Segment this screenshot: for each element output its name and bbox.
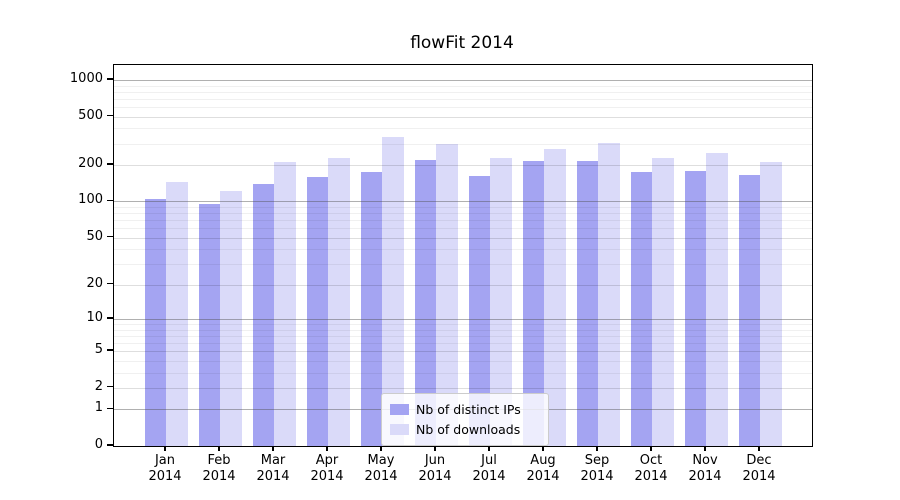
x-tick-year-jul: 2014: [472, 469, 506, 484]
y-tick-mark: [107, 114, 113, 117]
x-tick-mark: [596, 446, 598, 451]
x-tick-mark: [380, 446, 382, 451]
y-tick-label-1000: 1000: [69, 70, 103, 86]
x-tick-mark: [218, 446, 220, 451]
y-tick-label-50: 50: [86, 228, 103, 244]
bar-ips-dec: [738, 174, 760, 446]
x-tick-label-oct: Oct: [639, 453, 663, 468]
x-tick-mark: [758, 446, 760, 451]
x-tick-mark: [488, 446, 490, 451]
bar-downloads-may: [382, 137, 404, 446]
bar-downloads-jul: [490, 158, 512, 446]
legend-swatch-downloads: [390, 423, 409, 435]
bar-downloads-jan: [166, 181, 188, 446]
legend-label-downloads: Nb of downloads: [416, 421, 521, 437]
x-tick-label-mar: Mar: [260, 453, 286, 468]
x-tick-year-feb: 2014: [202, 469, 236, 484]
y-tick-label-100: 100: [78, 192, 103, 208]
x-tick-label-jan: Jan: [154, 453, 176, 468]
legend-label-distinct-ips: Nb of distinct IPs: [416, 401, 521, 417]
y-tick-label-200: 200: [78, 156, 103, 171]
x-tick-mark: [272, 446, 274, 451]
x-tick-year-aug: 2014: [526, 469, 560, 484]
x-tick-year-dec: 2014: [742, 469, 776, 484]
legend: Nb of distinct IPs Nb of downloads: [381, 393, 549, 446]
y-tick-mark: [107, 444, 113, 446]
bar-ips-apr: [306, 177, 328, 446]
bar-ips-mar: [252, 183, 274, 446]
bar-ips-oct: [630, 171, 652, 446]
bar-downloads-jun: [436, 143, 458, 446]
x-tick-mark: [326, 446, 328, 451]
bar-ips-jun: [414, 159, 436, 446]
bars-layer: [114, 65, 812, 446]
y-tick-mark: [107, 236, 113, 238]
x-tick-label-feb: Feb: [207, 453, 231, 468]
plot-area: Nb of distinct IPs Nb of downloads: [113, 64, 813, 447]
x-tick-year-jun: 2014: [418, 469, 452, 484]
chart-title: flowFit 2014: [410, 33, 514, 53]
x-tick-mark: [542, 446, 544, 451]
bar-ips-feb: [198, 204, 220, 446]
bar-downloads-dec: [760, 161, 782, 446]
x-tick-label-jul: Jul: [481, 453, 497, 468]
bar-ips-aug: [522, 160, 544, 446]
x-tick-label-aug: Aug: [530, 453, 556, 468]
legend-swatch-distinct-ips: [390, 403, 409, 415]
y-tick-label-5: 5: [94, 342, 103, 358]
x-tick-mark: [434, 446, 436, 451]
y-tick-mark: [107, 283, 113, 285]
x-tick-label-sep: Sep: [584, 453, 610, 468]
x-tick-mark: [164, 446, 166, 451]
bar-downloads-oct: [652, 158, 674, 446]
x-tick-mark: [704, 446, 706, 451]
y-tick-mark: [107, 407, 113, 409]
legend-row-distinct-ips: Nb of distinct IPs: [390, 399, 540, 419]
x-tick-mark: [650, 446, 652, 451]
x-tick-year-nov: 2014: [688, 469, 722, 484]
y-tick-mark: [107, 317, 113, 319]
bar-downloads-apr: [328, 158, 350, 446]
y-tick-label-10: 10: [86, 309, 103, 325]
x-tick-label-dec: Dec: [746, 453, 772, 468]
legend-row-downloads: Nb of downloads: [390, 419, 540, 439]
x-tick-year-oct: 2014: [634, 469, 668, 484]
y-tick-label-20: 20: [86, 275, 103, 291]
x-tick-label-apr: Apr: [315, 453, 339, 468]
x-tick-year-apr: 2014: [310, 469, 344, 484]
bar-ips-jan: [144, 199, 166, 446]
y-tick-mark: [107, 78, 113, 80]
bar-downloads-mar: [274, 161, 296, 446]
x-tick-year-jan: 2014: [148, 469, 182, 484]
x-tick-year-sep: 2014: [580, 469, 614, 484]
bar-ips-nov: [684, 170, 706, 446]
bar-ips-sep: [576, 160, 598, 446]
x-tick-year-mar: 2014: [256, 469, 290, 484]
y-tick-mark: [107, 163, 113, 165]
x-tick-label-jun: Jun: [424, 453, 446, 468]
x-tick-label-nov: Nov: [692, 453, 718, 468]
y-tick-mark: [107, 199, 113, 202]
x-tick-label-may: May: [367, 453, 395, 468]
bar-ips-jul: [468, 175, 490, 446]
x-tick-year-may: 2014: [364, 469, 398, 484]
y-tick-label-0: 0: [94, 437, 103, 452]
y-tick-mark: [107, 386, 113, 388]
y-tick-mark: [107, 349, 113, 351]
bar-ips-may: [360, 171, 382, 446]
bar-downloads-nov: [706, 153, 728, 446]
bar-downloads-sep: [598, 142, 620, 446]
bar-downloads-feb: [220, 191, 242, 446]
bar-downloads-aug: [544, 148, 566, 446]
y-tick-label-2: 2: [94, 378, 103, 394]
y-tick-label-500: 500: [78, 107, 103, 123]
y-tick-label-1: 1: [94, 400, 103, 416]
